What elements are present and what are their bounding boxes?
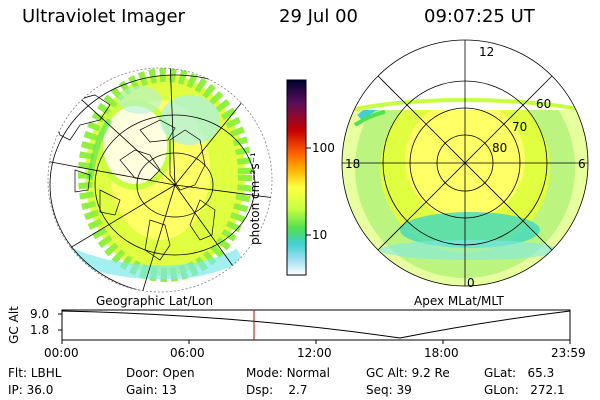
altitude-ytick-low: 1.8	[30, 323, 50, 337]
info-gain: Gain: 13	[126, 383, 177, 397]
altitude-ytick-high: 9.0	[30, 307, 50, 321]
xtick-0600: 06:00	[170, 346, 205, 360]
lat-label-80: 80	[492, 141, 508, 155]
colorbar-tick-10: 10	[312, 228, 328, 242]
colorbar-tick-100: 100	[312, 141, 335, 155]
info-gc-alt: GC Alt: 9.2 Re	[366, 366, 450, 380]
altitude-plot	[58, 309, 571, 344]
colorbar-unit-label: photon cm⁻²s⁻¹	[248, 152, 262, 245]
info-glat: GLat: 65.3	[484, 366, 555, 380]
geographic-panel	[47, 67, 273, 293]
info-seq: Seq: 39	[366, 383, 412, 397]
altitude-ylabel: GC Alt	[7, 306, 21, 344]
app-title: Ultraviolet Imager	[22, 6, 185, 27]
info-door: Door: Open	[126, 366, 195, 380]
xtick-0000: 00:00	[44, 346, 79, 360]
info-mode: Mode: Normal	[246, 366, 330, 380]
mlt-label-18: 18	[345, 157, 361, 171]
lat-label-60: 60	[536, 97, 552, 111]
info-ip: IP: 36.0	[8, 383, 54, 397]
xtick-2359: 23:59	[551, 346, 586, 360]
apex-polar-panel	[341, 39, 589, 287]
date-label: 29 Jul 00	[279, 6, 358, 27]
info-dsp: Dsp: 2.7	[246, 383, 308, 397]
apex-caption: Apex MLat/MLT	[414, 294, 504, 308]
xtick-1800: 18:00	[424, 346, 459, 360]
xtick-1200: 12:00	[297, 346, 332, 360]
colorbar	[286, 79, 311, 276]
info-glon: GLon: 272.1	[484, 383, 565, 397]
info-flt: Flt: LBHL	[8, 366, 62, 380]
time-label: 09:07:25 UT	[424, 6, 535, 27]
mlt-label-6: 6	[578, 157, 586, 171]
mlt-label-12: 12	[479, 45, 495, 59]
geographic-caption: Geographic Lat/Lon	[96, 294, 214, 308]
lat-label-70: 70	[512, 120, 528, 134]
mlt-label-0: 0	[467, 276, 475, 290]
